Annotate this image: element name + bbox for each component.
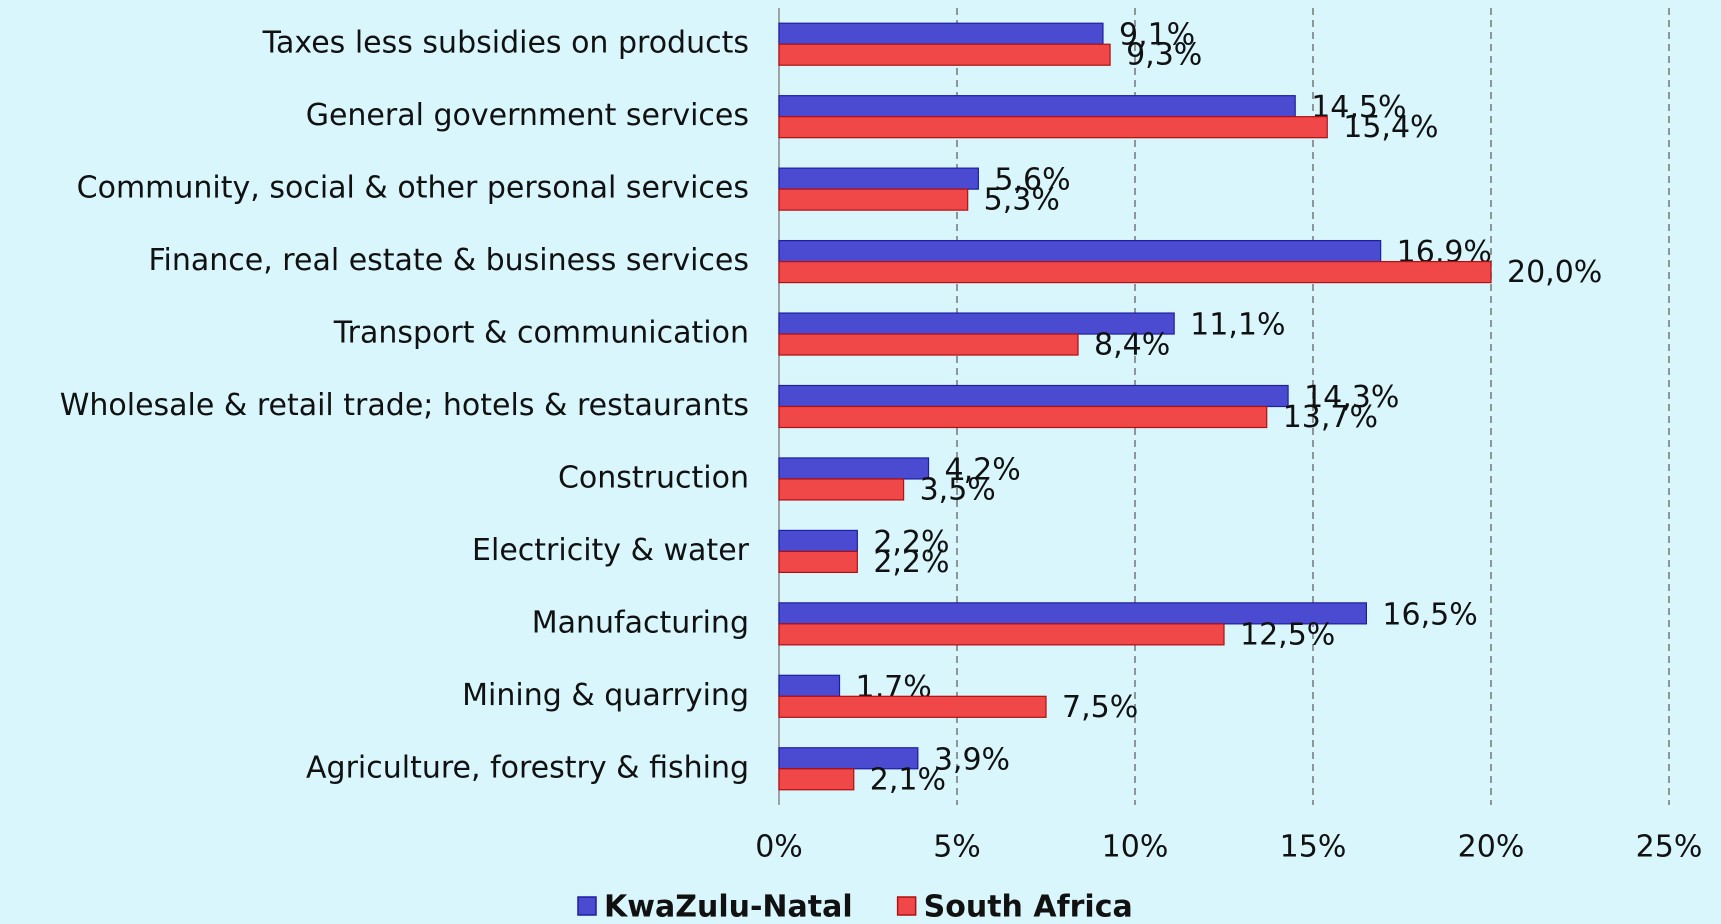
bar: [778, 239, 1382, 263]
data-label: 2,2%: [873, 545, 949, 580]
bar: [778, 260, 1492, 284]
data-label: 8,4%: [1094, 328, 1170, 363]
bar: [778, 405, 1268, 429]
data-label: 13,7%: [1283, 400, 1378, 435]
y-tick-label: Wholesale & retail trade; hotels & resta…: [60, 388, 749, 423]
bar: [778, 116, 1328, 139]
x-tick-label: 15%: [1280, 830, 1347, 865]
data-label: 5,3%: [984, 183, 1060, 218]
data-label: 12,5%: [1240, 617, 1335, 652]
data-label: 4,2%: [945, 452, 1021, 487]
bar: [778, 43, 1111, 66]
bar: [778, 674, 841, 697]
y-tick-label: Transport & communication: [333, 316, 749, 351]
legend-swatch: [577, 896, 597, 916]
x-tick-label: 10%: [1102, 830, 1169, 865]
legend-swatch: [896, 896, 917, 916]
bar: [778, 457, 930, 480]
x-tick-label: 20%: [1458, 830, 1525, 865]
y-tick-label: Manufacturing: [532, 605, 749, 640]
data-label: 14,3%: [1304, 380, 1399, 415]
bar: [778, 167, 979, 190]
legend-label: South Africa: [924, 890, 1133, 924]
y-tick-label: Community, social & other personal servi…: [77, 171, 749, 206]
x-tick-label: 0%: [755, 830, 803, 865]
data-label: 2,1%: [870, 762, 946, 797]
y-tick-label: General government services: [306, 98, 749, 133]
y-tick-label: Finance, real estate & business services: [148, 243, 749, 278]
data-label: 15,4%: [1343, 110, 1438, 145]
data-label: 20,0%: [1507, 255, 1602, 290]
bar: [778, 333, 1079, 356]
x-tick-label: 25%: [1636, 830, 1703, 865]
data-label: 16,5%: [1382, 597, 1477, 632]
data-label: 3,9%: [934, 742, 1010, 777]
y-tick-label: Taxes less subsidies on products: [262, 26, 749, 61]
bar: [778, 95, 1296, 118]
data-label: 9,1%: [1119, 18, 1195, 53]
y-tick-label: Construction: [558, 460, 749, 495]
bar: [778, 478, 905, 501]
y-tick-label: Electricity & water: [472, 533, 750, 568]
data-label: 5,6%: [994, 163, 1070, 198]
data-label: 9,3%: [1126, 38, 1202, 73]
data-label: 11,1%: [1190, 308, 1285, 343]
x-tick-label: 5%: [933, 830, 981, 865]
bar: [778, 529, 858, 553]
bar: [778, 22, 1104, 45]
data-label: 2,2%: [873, 525, 949, 560]
y-tick-label: Agriculture, forestry & fishing: [306, 750, 749, 785]
bar: [778, 623, 1225, 646]
data-label: 3,5%: [920, 472, 996, 507]
legend-label: KwaZulu-Natal: [604, 890, 853, 924]
bar: [778, 188, 969, 211]
data-label: 7,5%: [1062, 690, 1138, 725]
y-tick-label: Mining & quarrying: [462, 678, 749, 713]
bar: [778, 384, 1289, 408]
bar: [778, 768, 855, 791]
bar: [778, 550, 858, 574]
bar: [778, 695, 1047, 718]
